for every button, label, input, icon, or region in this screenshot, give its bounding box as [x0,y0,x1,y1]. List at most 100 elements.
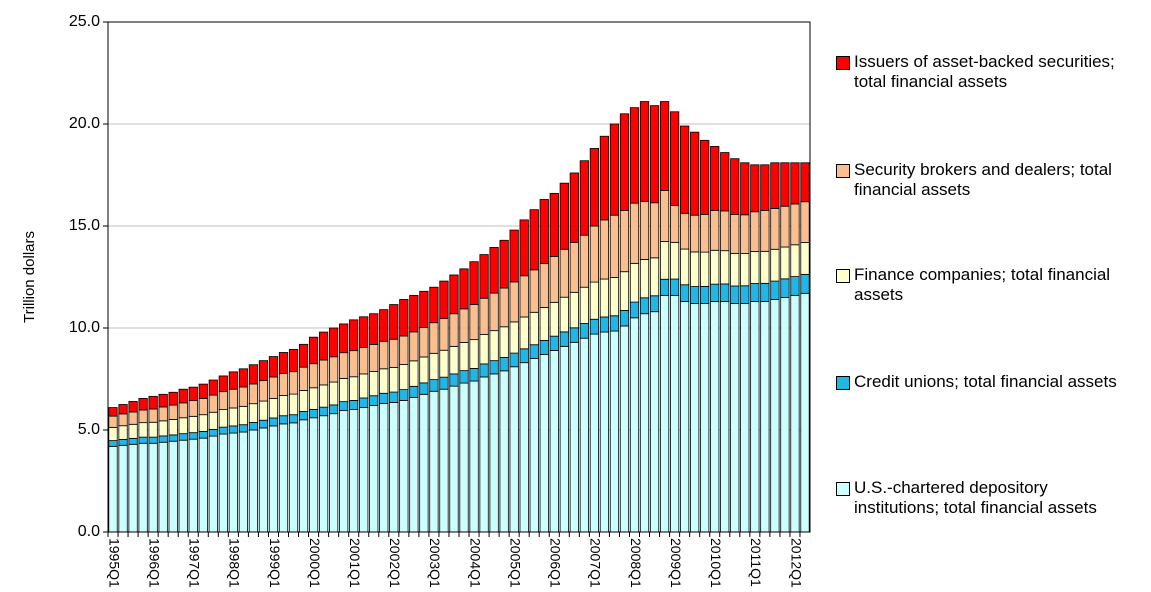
bar-segment [138,422,148,438]
legend-swatch [836,482,850,496]
bar-segment [389,391,399,403]
bar-segment [158,435,168,443]
bar-segment [569,327,579,343]
bar-segment [529,269,539,313]
bar-segment [268,356,279,378]
bar-segment [319,384,329,408]
bar-segment [710,283,720,302]
bar-segment [359,316,369,348]
bar-segment [379,403,389,533]
legend-item: Credit unions; total financial assets [836,372,1136,392]
bar-segment [499,239,509,289]
bar-segment [559,345,569,533]
bar-segment [208,428,218,437]
bar-segment [629,262,640,303]
bar-segment [379,309,389,342]
x-tick-label: 2008Q1 [628,538,644,588]
bar-segment [369,344,379,372]
bar-segment [489,330,499,362]
bar-segment [539,263,549,308]
bar-segment [700,285,710,304]
bar-segment [158,406,168,422]
bar-segment [790,294,800,533]
bar-segment [308,408,319,419]
bar-segment [288,393,299,416]
bar-segment [349,319,359,352]
bar-segment [308,363,319,389]
bar-segment [639,101,650,202]
bar-segment [198,437,208,533]
legend-item: Finance companies; total financial asset… [836,265,1136,305]
bar-segment [589,318,599,335]
bar-segment [599,219,610,280]
x-tick-label: 2003Q1 [427,538,443,588]
bar-segment [168,418,178,436]
bar-segment [148,395,158,410]
bar-segment [750,251,760,284]
legend-swatch [836,269,850,283]
bar-segment [710,301,720,533]
bar-segment [579,337,589,533]
bar-segment [238,431,248,533]
bar-segment [198,383,208,399]
bar-segment [599,278,610,318]
legend-swatch [836,164,850,178]
bar-segment [349,376,359,401]
x-tick-label: 2010Q1 [708,538,724,588]
bar-segment [429,286,439,324]
y-tick-label: 10.0 [69,319,100,336]
bar-segment [780,162,790,207]
bar-segment [720,283,730,302]
bar-segment [339,401,349,412]
bar-segment [218,426,228,435]
bar-segment [228,388,238,409]
bar-segment [288,422,299,533]
bar-segment [589,281,599,320]
bar-segment [619,210,630,273]
bar-segment [198,397,208,416]
bar-segment [409,396,419,533]
bar-segment [258,380,269,402]
bar-segment [168,434,178,442]
bar-segment [409,360,419,387]
bar-segment [509,352,519,368]
bar-segment [730,214,740,254]
x-tick-label: 2009Q1 [668,538,684,588]
x-tick-label: 1997Q1 [187,538,203,588]
bar-segment [479,297,489,335]
bar-segment [549,335,559,351]
bar-segment [509,229,519,283]
bar-segment [369,405,379,533]
bar-segment [148,442,158,533]
bar-segment [599,135,610,221]
bar-segment [629,317,640,533]
bar-segment [459,382,469,533]
bar-segment [449,274,459,315]
bar-segment [559,182,569,250]
bar-segment [609,315,620,332]
bar-segment [599,316,610,333]
bar-segment [359,397,369,408]
bar-segment [629,107,640,204]
bar-segment [760,282,770,302]
bar-segment [369,395,379,406]
bar-segment [479,334,489,365]
bar-segment [499,326,509,358]
bar-segment [278,395,289,417]
bar-segment [419,382,429,395]
bar-segment [118,438,128,446]
bar-segment [579,323,589,339]
bar-segment [740,214,750,254]
bar-segment [238,424,248,433]
bar-segment [800,162,810,203]
bar-segment [248,383,259,405]
bar-segment [710,210,720,251]
bar-segment [549,350,559,533]
bar-segment [389,366,399,393]
bar-segment [108,445,118,533]
bar-segment [680,284,690,302]
bar-segment [298,343,309,368]
bar-segment [760,210,770,252]
bar-segment [339,410,349,533]
